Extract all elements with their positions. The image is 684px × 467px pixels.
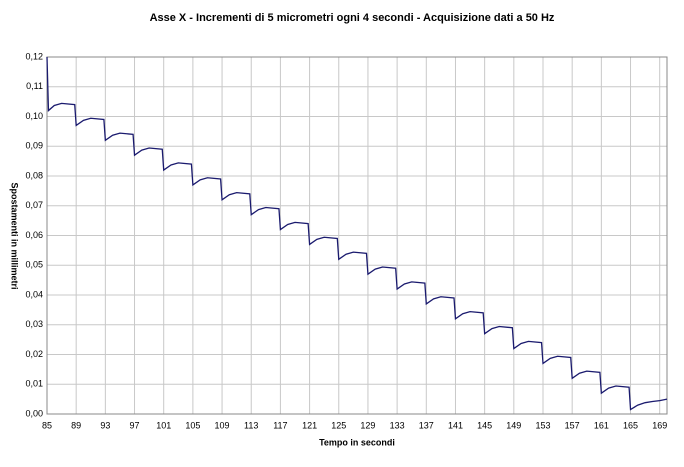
data-line (46, 56, 668, 411)
x-tick-label: 133 (390, 420, 405, 430)
x-tick-label: 125 (331, 420, 346, 430)
x-tick-label: 129 (360, 420, 375, 430)
y-tick-label: 0,10 (25, 111, 43, 121)
x-tick-label: 137 (419, 420, 434, 430)
x-tick-label: 149 (506, 420, 521, 430)
x-axis-label: Tempo in secondi (319, 437, 395, 447)
x-tick-label: 113 (244, 420, 258, 430)
y-tick-label: 0,03 (25, 319, 43, 329)
x-tick-label: 157 (565, 420, 580, 430)
x-tick-label: 165 (623, 420, 638, 430)
x-tick-label: 93 (100, 420, 110, 430)
x-tick-label: 141 (448, 420, 463, 430)
y-tick-label: 0,01 (25, 379, 43, 389)
y-axis-label: Spostamenti in millimetri (10, 182, 20, 289)
x-tick-label: 85 (42, 420, 52, 430)
x-tick-label: 161 (594, 420, 609, 430)
plot-frame (46, 56, 668, 415)
y-tick-label: 0,08 (25, 170, 43, 180)
y-tick-label: 0,02 (25, 349, 43, 359)
x-tick-label: 117 (273, 420, 287, 430)
y-tick-label: 0,06 (25, 230, 43, 240)
x-tick-label: 153 (535, 420, 550, 430)
y-tick-label: 0,00 (25, 408, 43, 418)
x-tick-label: 121 (302, 420, 317, 430)
x-tick-label: 101 (156, 420, 171, 430)
y-tick-label: 0,09 (25, 141, 43, 151)
x-tick-label: 105 (185, 420, 200, 430)
x-tick-label: 109 (215, 420, 230, 430)
x-tick-label: 169 (652, 420, 667, 430)
x-tick-label: 89 (71, 420, 81, 430)
y-tick-label: 0,11 (26, 81, 43, 91)
y-tick-label: 0,04 (25, 289, 43, 299)
y-tick-label: 0,07 (25, 200, 43, 210)
x-tick-label: 97 (130, 420, 140, 430)
y-tick-label: 0,12 (25, 51, 43, 61)
chart-title: Asse X - Incrementi di 5 micrometri ogni… (150, 12, 555, 24)
y-tick-label: 0,05 (25, 260, 43, 270)
x-tick-label: 145 (477, 420, 492, 430)
